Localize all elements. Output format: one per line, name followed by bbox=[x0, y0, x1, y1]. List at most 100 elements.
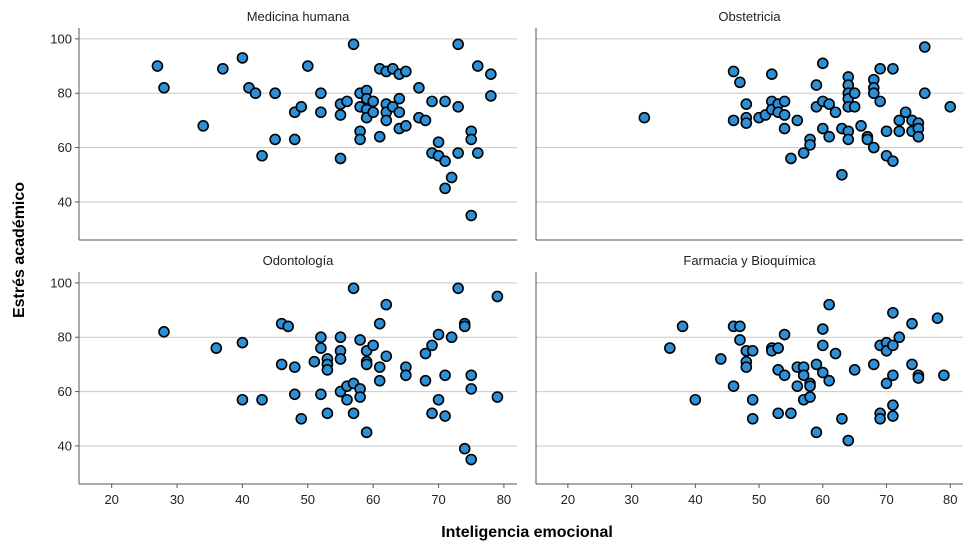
data-point bbox=[867, 358, 880, 371]
data-point bbox=[400, 369, 412, 382]
data-point bbox=[664, 342, 676, 354]
data-point bbox=[791, 114, 804, 127]
x-axis-title: Inteligencia emocional bbox=[441, 524, 613, 541]
data-point bbox=[354, 133, 366, 146]
data-point bbox=[746, 412, 759, 425]
panel-title: Odontología bbox=[263, 253, 335, 268]
data-point bbox=[887, 155, 899, 167]
data-point bbox=[373, 130, 386, 143]
data-point bbox=[367, 95, 379, 108]
panel-title: Medicina humana bbox=[247, 9, 350, 24]
x-tick-label: 40 bbox=[235, 492, 249, 507]
data-point bbox=[791, 380, 804, 392]
data-point bbox=[887, 399, 899, 411]
data-point bbox=[334, 331, 347, 344]
data-point bbox=[315, 342, 327, 354]
data-point bbox=[315, 388, 327, 401]
data-point bbox=[829, 106, 842, 119]
data-point bbox=[217, 62, 229, 75]
y-axis-title: Estrés académico bbox=[11, 182, 28, 318]
data-point bbox=[458, 320, 471, 333]
data-point bbox=[797, 147, 810, 159]
y-tick-label: 60 bbox=[58, 384, 72, 399]
data-point bbox=[772, 342, 784, 354]
data-point bbox=[874, 412, 886, 425]
data-point bbox=[727, 380, 740, 392]
data-point bbox=[249, 87, 262, 100]
data-point bbox=[347, 282, 360, 295]
data-point bbox=[432, 136, 445, 148]
data-point bbox=[810, 358, 823, 371]
data-point bbox=[855, 120, 867, 132]
panel-1: 40 60 80 100 Medicina humana bbox=[50, 9, 517, 241]
data-point bbox=[918, 41, 931, 53]
data-point bbox=[823, 298, 835, 311]
y-tick-label: 40 bbox=[58, 194, 72, 209]
data-point bbox=[400, 65, 412, 78]
data-point bbox=[746, 393, 759, 406]
data-point bbox=[485, 68, 497, 81]
data-point bbox=[334, 109, 347, 121]
data-point bbox=[727, 65, 740, 78]
data-point bbox=[452, 38, 464, 51]
data-point bbox=[887, 306, 899, 319]
data-point bbox=[861, 133, 874, 146]
data-point bbox=[785, 407, 797, 420]
data-point bbox=[491, 290, 504, 303]
data-point bbox=[295, 412, 308, 425]
data-point bbox=[874, 95, 886, 108]
data-point bbox=[804, 139, 816, 151]
panel-4: 20 30 40 50 60 70 80 Farmacia y Bioquímica bbox=[535, 253, 963, 507]
data-point bbox=[766, 68, 778, 81]
panel-title: Farmacia y Bioquímica bbox=[683, 253, 816, 268]
data-point bbox=[439, 155, 451, 167]
data-point bbox=[341, 95, 353, 108]
x-tick-label: 70 bbox=[431, 492, 445, 507]
data-point bbox=[734, 334, 746, 346]
data-point bbox=[302, 60, 314, 72]
data-point bbox=[823, 130, 835, 143]
data-point bbox=[432, 393, 445, 406]
data-point bbox=[400, 120, 412, 132]
data-point bbox=[893, 331, 906, 344]
data-point bbox=[797, 369, 810, 382]
data-point bbox=[426, 407, 438, 420]
x-tick-label: 30 bbox=[170, 492, 184, 507]
data-point bbox=[236, 393, 249, 406]
data-point bbox=[887, 410, 899, 422]
data-point bbox=[944, 101, 957, 113]
data-point bbox=[315, 331, 327, 344]
data-point bbox=[804, 380, 816, 392]
data-point bbox=[829, 347, 842, 360]
data-point bbox=[727, 114, 740, 127]
data-point bbox=[419, 114, 432, 127]
data-point bbox=[419, 347, 432, 360]
data-point bbox=[816, 366, 829, 379]
data-point bbox=[912, 372, 925, 384]
x-tick-label: 70 bbox=[879, 492, 893, 507]
data-point bbox=[823, 98, 835, 110]
data-point bbox=[413, 81, 425, 94]
data-point bbox=[836, 168, 848, 181]
x-tick-label: 60 bbox=[366, 492, 380, 507]
data-point bbox=[471, 60, 484, 72]
data-point bbox=[439, 410, 451, 422]
data-point bbox=[740, 98, 753, 110]
y-tick-label: 100 bbox=[50, 31, 72, 46]
x-tick-label: 60 bbox=[816, 492, 830, 507]
data-point bbox=[321, 364, 334, 376]
data-point bbox=[823, 374, 835, 387]
x-tick-label: 20 bbox=[104, 492, 118, 507]
data-point bbox=[354, 334, 366, 346]
data-point bbox=[341, 393, 353, 406]
data-point bbox=[906, 358, 918, 371]
data-point bbox=[315, 106, 327, 119]
x-tick-label: 50 bbox=[301, 492, 315, 507]
data-point bbox=[465, 209, 478, 222]
data-point bbox=[734, 76, 746, 89]
data-point bbox=[778, 95, 791, 108]
data-point bbox=[445, 331, 458, 344]
data-point bbox=[426, 339, 438, 352]
data-point bbox=[354, 391, 366, 403]
